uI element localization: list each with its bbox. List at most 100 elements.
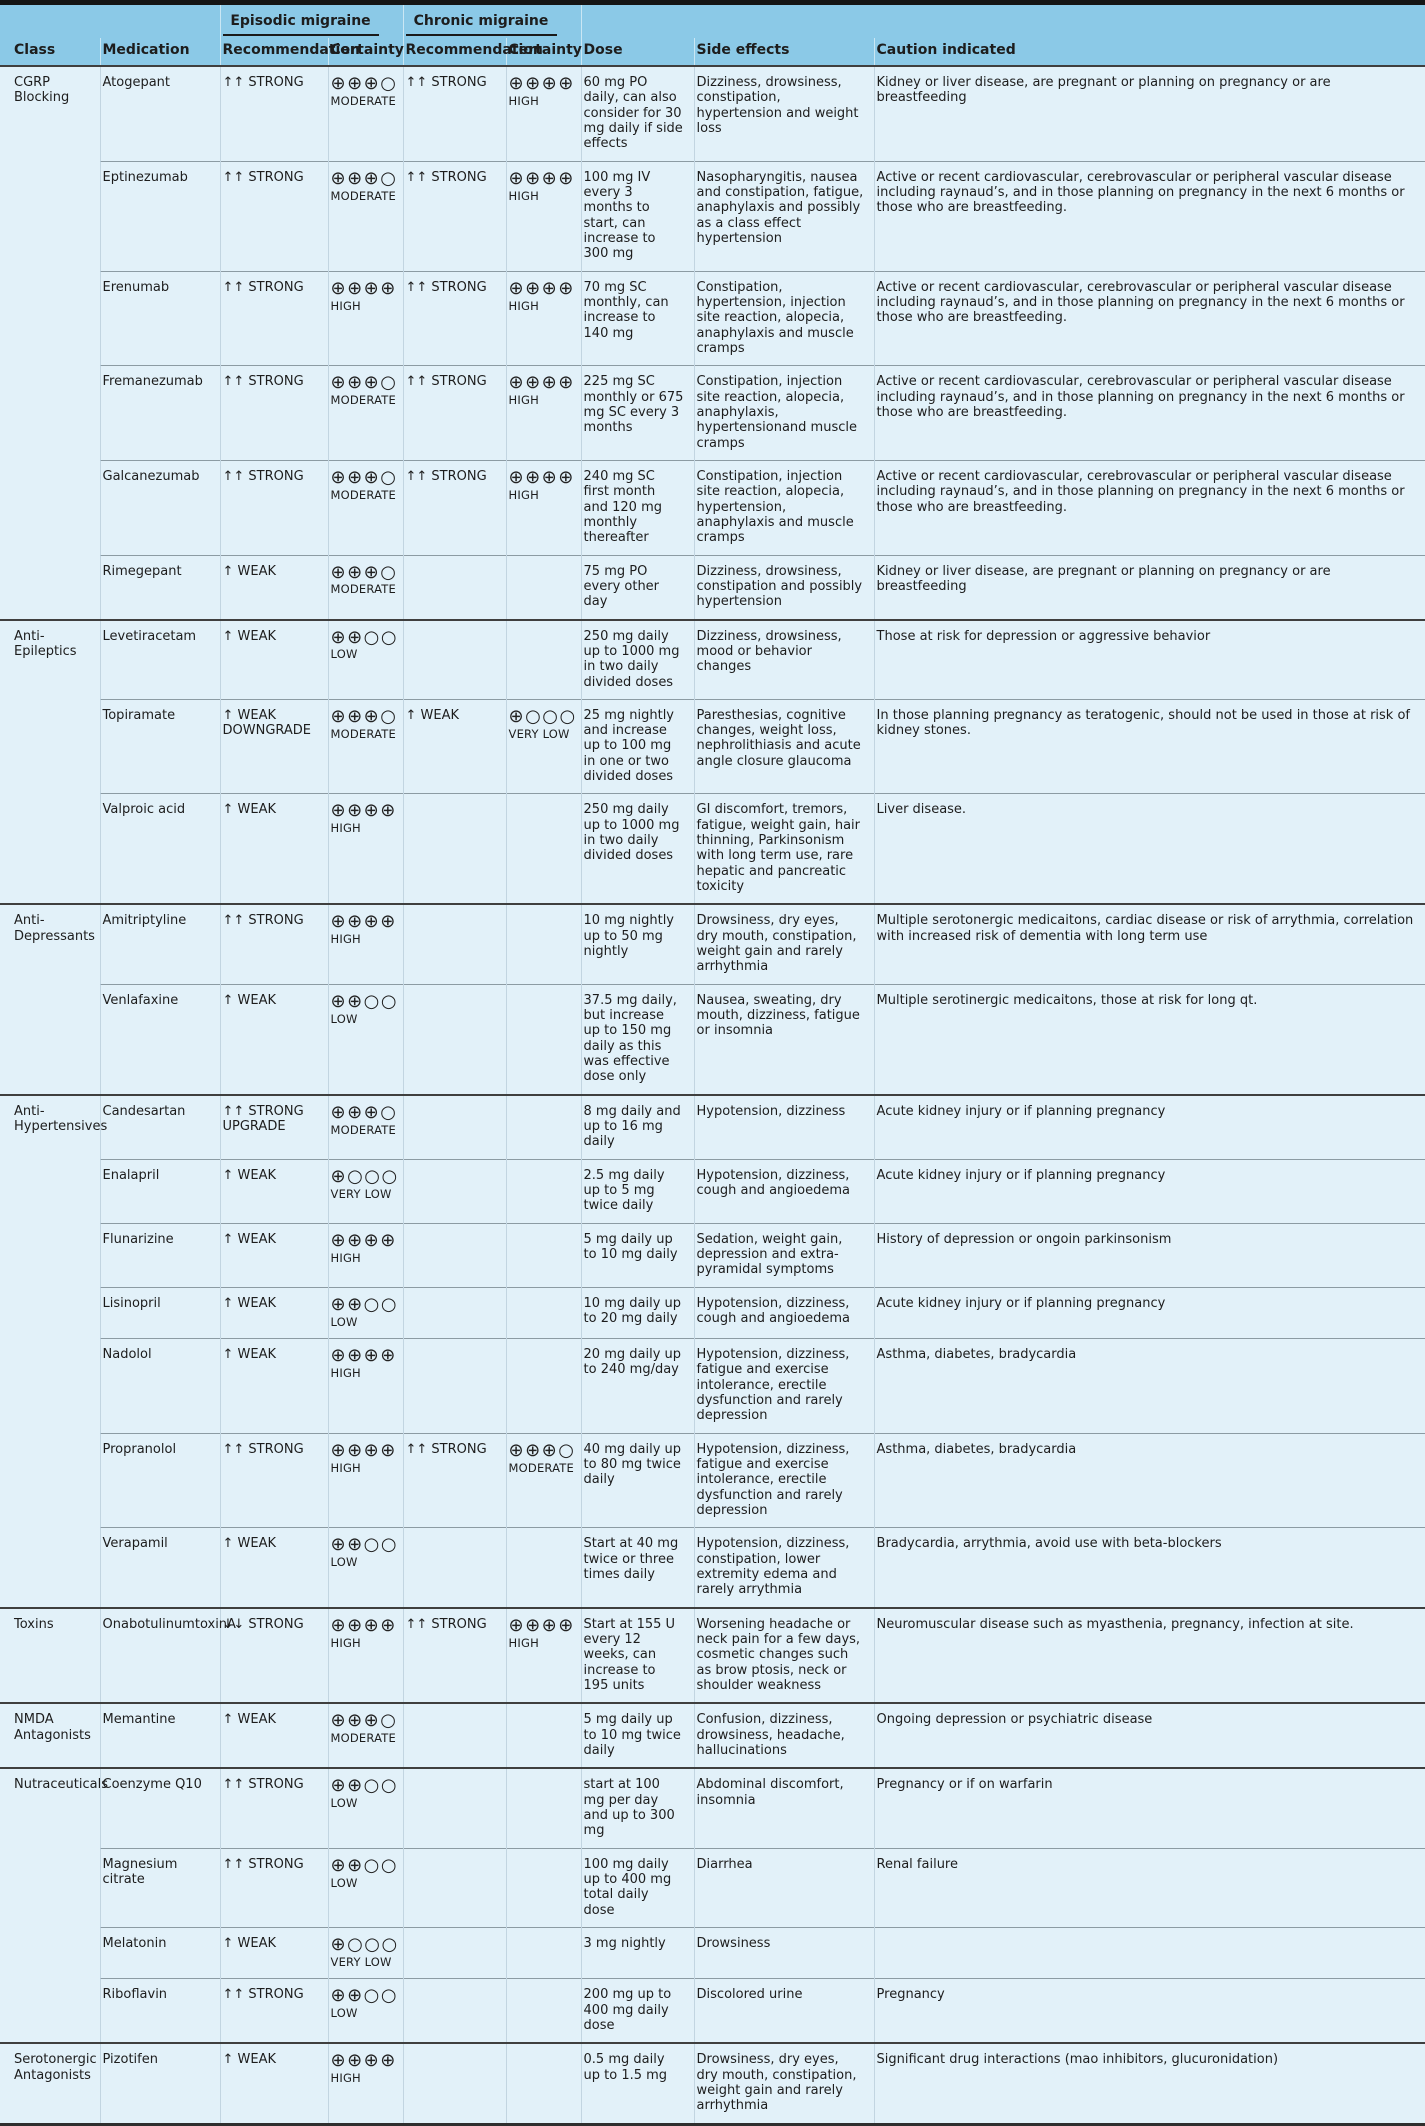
chronic-certainty: ⊕⊕⊕⊕ HIGH bbox=[506, 160, 582, 272]
chronic-certainty bbox=[506, 1702, 582, 1769]
col-header-dose: Dose bbox=[581, 38, 695, 67]
episodic-certainty: ⊕⊕⊕⊕ HIGH bbox=[328, 903, 404, 985]
caution-cell: Acute kidney injury or if planning pregn… bbox=[874, 1286, 1425, 1339]
grade-circles-icon: ⊕⊕⊕⊕ bbox=[508, 277, 575, 299]
medication-name: Topiramate bbox=[100, 698, 221, 794]
certainty-level-label: HIGH bbox=[330, 1635, 361, 1650]
grade-circles-icon: ⊕⊕⊕⊕ bbox=[330, 1345, 397, 1367]
chronic-recommendation bbox=[403, 1158, 507, 1224]
medication-name: Candesartan bbox=[100, 1093, 221, 1160]
certainty-level-label: HIGH bbox=[508, 1635, 539, 1650]
medication-name: Atogepant bbox=[100, 64, 221, 162]
side-effects-cell: Confusion, dizziness, drowsiness, headac… bbox=[694, 1702, 875, 1769]
episodic-certainty: ⊕⊕⊕⊕ HIGH bbox=[328, 270, 404, 366]
col-header-class: Class bbox=[0, 38, 101, 67]
certainty-level-label: MODERATE bbox=[508, 1460, 575, 1475]
column-group-row: Episodic migraine Chronic migraine bbox=[0, 2, 1425, 38]
episodic-recommendation: ↑ WEAK bbox=[220, 1158, 329, 1224]
side-effects-cell: Paresthesias, cognitive changes, weight … bbox=[694, 698, 875, 794]
medication-name: OnabotulinumtoxinA bbox=[100, 1606, 236, 1704]
medication-row: Topiramate ↑ WEAK DOWNGRADE ⊕⊕⊕○ MODERAT… bbox=[0, 698, 1425, 794]
episodic-recommendation: ↑ WEAK bbox=[220, 1338, 329, 1434]
grade-circles-icon: ⊕⊕⊕⊕ bbox=[508, 1614, 575, 1636]
episodic-certainty: ⊕⊕⊕⊕ HIGH bbox=[328, 1338, 404, 1434]
episodic-certainty: ⊕⊕⊕○ MODERATE bbox=[328, 698, 404, 794]
side-effects-cell: Drowsiness, dry eyes, dry mouth, constip… bbox=[694, 903, 875, 985]
dose-cell: 240 mg SC first month and 120 mg monthly… bbox=[581, 459, 695, 556]
caution-cell: History of depression or ongoin parkinso… bbox=[874, 1222, 1425, 1288]
episodic-recommendation: ↓↓ STRONG bbox=[220, 1606, 329, 1704]
chronic-recommendation bbox=[403, 1978, 507, 2044]
col-header-caution: Caution indicated bbox=[874, 38, 1425, 67]
episodic-recommendation: ↑ WEAK bbox=[220, 793, 329, 905]
chronic-certainty: ⊕⊕⊕○ MODERATE bbox=[506, 1432, 582, 1528]
medication-name: Enalapril bbox=[100, 1158, 221, 1224]
certainty-level-label: HIGH bbox=[330, 1250, 361, 1265]
grade-circles-icon: ⊕○○○ bbox=[508, 705, 577, 727]
caution-cell: Multiple serotonergic medicaitons, cardi… bbox=[874, 903, 1425, 985]
table-body: CGRP Blocking Atogepant ↑↑ STRONG ⊕⊕⊕○ M… bbox=[0, 64, 1425, 2125]
grade-circles-icon: ⊕⊕⊕○ bbox=[330, 372, 398, 394]
chronic-certainty bbox=[506, 983, 582, 1095]
medication-row: Eptinezumab ↑↑ STRONG ⊕⊕⊕○ MODERATE ↑↑ S… bbox=[0, 160, 1425, 272]
grade-circles-icon: ⊕⊕⊕⊕ bbox=[330, 800, 397, 822]
certainty-level-label: HIGH bbox=[330, 821, 361, 836]
grade-circles-icon: ⊕⊕⊕○ bbox=[330, 167, 398, 189]
chronic-certainty bbox=[506, 618, 582, 700]
medication-name: Eptinezumab bbox=[100, 160, 221, 272]
chronic-recommendation bbox=[403, 983, 507, 1095]
grade-circles-icon: ⊕⊕⊕○ bbox=[330, 466, 398, 488]
col-header-chronic-certainty: Certainty bbox=[506, 38, 582, 67]
caution-cell bbox=[874, 1926, 1425, 1979]
chronic-recommendation bbox=[403, 1926, 507, 1979]
grade-circles-icon: ⊕⊕⊕⊕ bbox=[330, 1614, 397, 1636]
col-header-chronic-recommendation: Recommendation bbox=[403, 38, 543, 67]
grade-circles-icon: ⊕⊕⊕○ bbox=[330, 561, 398, 583]
medication-row: Fremanezumab ↑↑ STRONG ⊕⊕⊕○ MODERATE ↑↑ … bbox=[0, 365, 1425, 461]
dose-cell: Start at 40 mg twice or three times dail… bbox=[581, 1527, 695, 1608]
episodic-recommendation: ↑ WEAK DOWNGRADE bbox=[220, 698, 329, 794]
chronic-certainty bbox=[506, 1338, 582, 1434]
episodic-certainty: ⊕⊕○○ LOW bbox=[328, 1527, 404, 1608]
side-effects-cell: Drowsiness, dry eyes, dry mouth, constip… bbox=[694, 2042, 875, 2125]
chronic-certainty: ⊕⊕⊕⊕ HIGH bbox=[506, 270, 582, 366]
medication-name: Fremanezumab bbox=[100, 365, 221, 461]
episodic-recommendation: ↑↑ STRONG bbox=[220, 459, 329, 556]
medication-name: Verapamil bbox=[100, 1527, 221, 1608]
episodic-certainty: ⊕⊕⊕○ MODERATE bbox=[328, 554, 404, 620]
certainty-level-label: MODERATE bbox=[330, 487, 396, 502]
episodic-recommendation: ↑ WEAK bbox=[220, 554, 329, 620]
chronic-recommendation bbox=[403, 1093, 507, 1160]
chronic-recommendation bbox=[403, 2042, 507, 2125]
chronic-certainty bbox=[506, 1847, 582, 1928]
grade-circles-icon: ⊕⊕⊕○ bbox=[330, 705, 398, 727]
grade-circles-icon: ⊕⊕○○ bbox=[330, 1775, 399, 1797]
episodic-certainty: ⊕○○○ VERY LOW bbox=[328, 1926, 404, 1979]
episodic-recommendation: ↑ WEAK bbox=[220, 983, 329, 1095]
medication-row: Serotonergic Antagonists Pizotifen ↑ WEA… bbox=[0, 2042, 1425, 2125]
chronic-certainty: ⊕⊕⊕⊕ HIGH bbox=[506, 1606, 582, 1704]
certainty-level-label: HIGH bbox=[508, 393, 539, 408]
chronic-certainty bbox=[506, 1222, 582, 1288]
certainty-level-label: HIGH bbox=[330, 2071, 361, 2086]
col-header-episodic-certainty: Certainty bbox=[328, 38, 404, 67]
chronic-recommendation bbox=[403, 1702, 507, 1769]
side-effects-cell: Nasopharyngitis, nausea and constipation… bbox=[694, 160, 875, 272]
medication-row: Toxins OnabotulinumtoxinA ↓↓ STRONG ⊕⊕⊕⊕… bbox=[0, 1606, 1425, 1704]
class-cell: Nutraceuticals bbox=[0, 1767, 108, 2044]
class-cell: Anti-Epileptics bbox=[0, 618, 101, 905]
dose-cell: 100 mg IV every 3 months to start, can i… bbox=[581, 160, 695, 272]
chronic-migraine-group: Chronic migraine bbox=[403, 2, 582, 38]
side-effects-cell: Abdominal discomfort, insomnia bbox=[694, 1767, 875, 1849]
dose-cell: 3 mg nightly bbox=[581, 1926, 695, 1979]
episodic-certainty: ⊕⊕⊕⊕ HIGH bbox=[328, 1222, 404, 1288]
side-effects-cell: Dizziness, drowsiness, constipation and … bbox=[694, 554, 875, 620]
episodic-recommendation: ↑↑ STRONG bbox=[220, 1978, 329, 2044]
dose-cell: 25 mg nightly and increase up to 100 mg … bbox=[581, 698, 695, 794]
grade-circles-icon: ⊕⊕○○ bbox=[330, 1293, 399, 1315]
dose-cell: 40 mg daily up to 80 mg twice daily bbox=[581, 1432, 695, 1528]
episodic-certainty: ⊕⊕○○ LOW bbox=[328, 1978, 404, 2044]
col-header-side-effects: Side effects bbox=[694, 38, 875, 67]
grade-circles-icon: ⊕⊕○○ bbox=[330, 990, 399, 1012]
